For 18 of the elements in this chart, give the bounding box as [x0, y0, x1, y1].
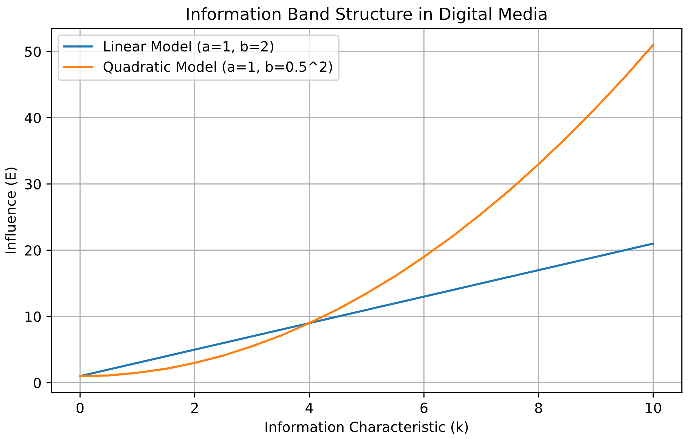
x-tick-label: 10: [646, 402, 662, 414]
x-tick-label: 6: [420, 402, 428, 414]
x-tick-label: 0: [76, 402, 84, 414]
legend-label: Quadratic Model (a=1, b=0.5^2): [104, 61, 332, 74]
y-tick-label: 10: [26, 312, 42, 322]
y-tick-label: 30: [25, 179, 42, 190]
legend-label: Linear Model (a=1, b=2): [104, 41, 274, 54]
y-axis-title: Influence (E): [5, 168, 18, 254]
chart-title: Information Band Structure in Digital Media: [187, 8, 547, 24]
y-tick-label: 50: [25, 46, 42, 58]
line-series: [79, 242, 654, 378]
x-tick-label: 8: [535, 402, 542, 414]
y-tick-label: 20: [25, 245, 42, 256]
x-tick-label: 2: [192, 402, 198, 414]
y-tick-label: 0: [34, 378, 42, 388]
x-axis-title: Information Characteristic (k): [266, 422, 468, 434]
y-tick-label: 40: [24, 112, 42, 124]
x-tick-label: 4: [306, 403, 314, 414]
